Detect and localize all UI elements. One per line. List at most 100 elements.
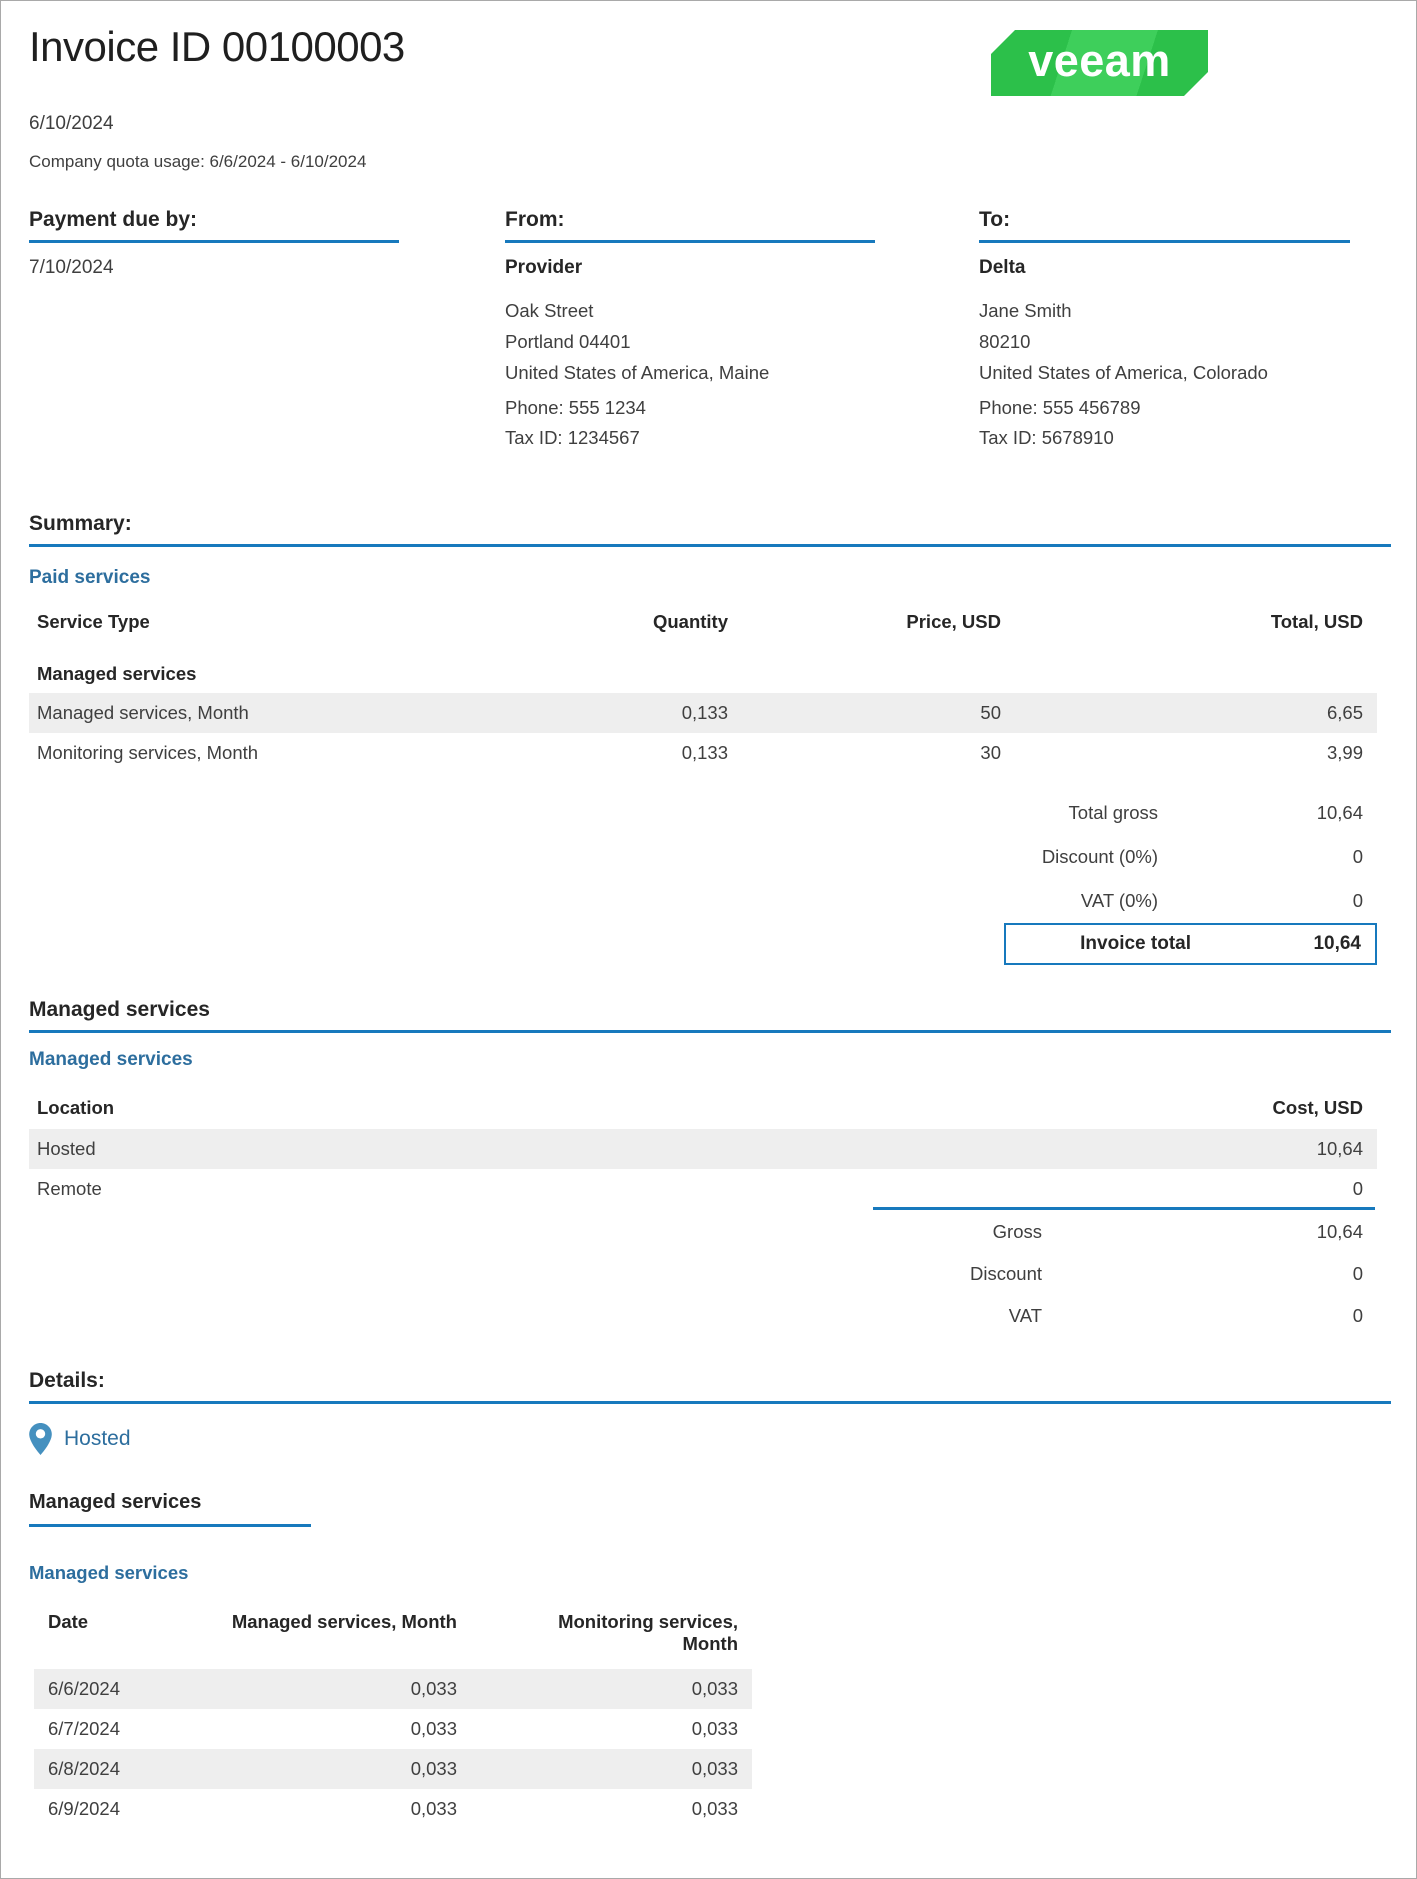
paid-services-subheading: Paid services — [29, 567, 151, 588]
details-group-heading: Managed services — [29, 1491, 311, 1527]
monitoring-cell: 0,033 — [691, 1758, 738, 1779]
page-title: Invoice ID 00100003 — [29, 23, 405, 70]
monitoring-cell: 0,033 — [691, 1798, 738, 1819]
discount-value: 0 — [1352, 1263, 1363, 1284]
to-heading: To: — [979, 208, 1350, 243]
from-heading: From: — [505, 208, 875, 243]
quantity-cell: 0,133 — [681, 742, 728, 763]
summary-group-label: Managed services — [37, 663, 197, 684]
table-row: Monitoring services, Month 0,133 30 3,99 — [29, 733, 1377, 773]
to-address-line: United States of America, Colorado — [979, 362, 1268, 383]
date-cell: 6/7/2024 — [48, 1718, 121, 1739]
table-row: 6/8/2024 0,033 0,033 — [34, 1749, 752, 1789]
cost-cell: 10,64 — [1316, 1138, 1363, 1159]
managed-cell: 0,033 — [410, 1678, 457, 1699]
price-cell: 50 — [980, 702, 1001, 723]
monitoring-cell: 0,033 — [691, 1718, 738, 1739]
from-phone: Phone: 555 1234 — [505, 397, 646, 418]
to-name: Delta — [979, 257, 1026, 278]
total-cell: 6,65 — [1326, 702, 1363, 723]
summary-table: Service Type Quantity Price, USD Total, … — [29, 607, 1377, 773]
table-row: Hosted 10,64 — [29, 1129, 1377, 1169]
to-phone: Phone: 555 456789 — [979, 397, 1141, 418]
service-cell: Monitoring services, Month — [37, 742, 259, 763]
col-location: Location — [37, 1097, 115, 1118]
discount-label: Discount (0%) — [1041, 846, 1158, 867]
table-row: Managed services, Month 0,133 50 6,65 — [29, 693, 1377, 733]
to-address: Jane Smith 80210 United States of Americ… — [979, 295, 1350, 388]
discount-label: Discount — [970, 1263, 1042, 1284]
invoice-total-label: Invoice total — [1080, 933, 1191, 954]
managed-services-subheading: Managed services — [29, 1049, 193, 1070]
gross-value: 10,64 — [1316, 1221, 1363, 1242]
col-cost: Cost, USD — [1272, 1097, 1363, 1118]
table-row: 6/9/2024 0,033 0,033 — [34, 1789, 752, 1829]
date-cell: 6/9/2024 — [48, 1798, 121, 1819]
managed-totals: Gross 10,64 Discount 0 VAT 0 — [29, 1211, 1377, 1337]
quota-usage-line: Company quota usage: 6/6/2024 - 6/10/202… — [29, 152, 367, 171]
summary-totals: Total gross 10,64 Discount (0%) 0 VAT (0… — [29, 791, 1377, 965]
to-contact: Phone: 555 456789 Tax ID: 5678910 — [979, 393, 1350, 453]
payment-due-date: 7/10/2024 — [29, 257, 114, 278]
from-name: Provider — [505, 257, 583, 278]
from-address-line: Oak Street — [505, 300, 594, 321]
details-table: Date Managed services, Month Monitoring … — [34, 1605, 752, 1829]
from-contact: Phone: 555 1234 Tax ID: 1234567 — [505, 393, 875, 453]
from-address: Oak Street Portland 04401 United States … — [505, 295, 875, 388]
vat-label: VAT — [1008, 1305, 1042, 1326]
location-table: Location Cost, USD Hosted 10,64 Remote 0 — [29, 1087, 1377, 1209]
col-service-type: Service Type — [37, 611, 150, 632]
price-cell: 30 — [980, 742, 1001, 763]
details-location: Hosted — [29, 1423, 131, 1455]
from-address-line: Portland 04401 — [505, 331, 631, 352]
total-row: Discount 0 — [29, 1253, 1377, 1295]
veeam-logo-text: veeam — [1028, 35, 1171, 86]
to-address-line: 80210 — [979, 331, 1031, 352]
table-row: 6/6/2024 0,033 0,033 — [34, 1669, 752, 1709]
total-row: VAT (0%) 0 — [29, 879, 1377, 923]
monitoring-cell: 0,033 — [691, 1678, 738, 1699]
quantity-cell: 0,133 — [681, 702, 728, 723]
col-total: Total, USD — [1270, 611, 1363, 632]
total-gross-label: Total gross — [1068, 802, 1158, 823]
table-row: 6/7/2024 0,033 0,033 — [34, 1709, 752, 1749]
details-table-header-row: Date Managed services, Month Monitoring … — [34, 1605, 752, 1669]
from-block: From: Provider Oak Street Portland 04401… — [505, 208, 875, 453]
total-row: Gross 10,64 — [29, 1211, 1377, 1253]
discount-value: 0 — [1352, 846, 1363, 867]
details-subheading: Managed services — [29, 1562, 189, 1583]
from-tax-id: Tax ID: 1234567 — [505, 427, 640, 448]
cost-cell: 0 — [1352, 1178, 1363, 1199]
col-quantity: Quantity — [652, 611, 728, 632]
to-block: To: Delta Jane Smith 80210 United States… — [979, 208, 1350, 453]
date-cell: 6/8/2024 — [48, 1758, 121, 1779]
col-monitoring-services: Monitoring services, Month — [558, 1611, 738, 1654]
col-date: Date — [48, 1611, 89, 1632]
col-managed-services: Managed services, Month — [231, 1611, 457, 1632]
location-cell: Hosted — [37, 1138, 96, 1159]
managed-cell: 0,033 — [410, 1718, 457, 1739]
to-tax-id: Tax ID: 5678910 — [979, 427, 1114, 448]
from-address-line: United States of America, Maine — [505, 362, 770, 383]
payment-due-block: Payment due by: 7/10/2024 — [29, 208, 399, 279]
col-price: Price, USD — [906, 611, 1001, 632]
managed-cell: 0,033 — [410, 1758, 457, 1779]
managed-services-heading: Managed services — [29, 998, 1391, 1033]
total-gross-value: 10,64 — [1316, 802, 1363, 823]
location-cell: Remote — [37, 1178, 102, 1199]
gross-label: Gross — [992, 1221, 1042, 1242]
service-cell: Managed services, Month — [37, 702, 249, 723]
summary-heading: Summary: — [29, 512, 1391, 547]
total-row: Discount (0%) 0 — [29, 835, 1377, 879]
vat-value: 0 — [1352, 1305, 1363, 1326]
date-cell: 6/6/2024 — [48, 1678, 121, 1699]
veeam-logo: veeam — [991, 30, 1208, 96]
summary-group-row: Managed services — [29, 655, 1377, 693]
vat-value: 0 — [1352, 890, 1363, 911]
total-row: VAT 0 — [29, 1295, 1377, 1337]
total-cell: 3,99 — [1326, 742, 1363, 763]
payment-due-heading: Payment due by: — [29, 208, 399, 243]
total-row: Total gross 10,64 — [29, 791, 1377, 835]
details-location-label: Hosted — [64, 1427, 131, 1450]
